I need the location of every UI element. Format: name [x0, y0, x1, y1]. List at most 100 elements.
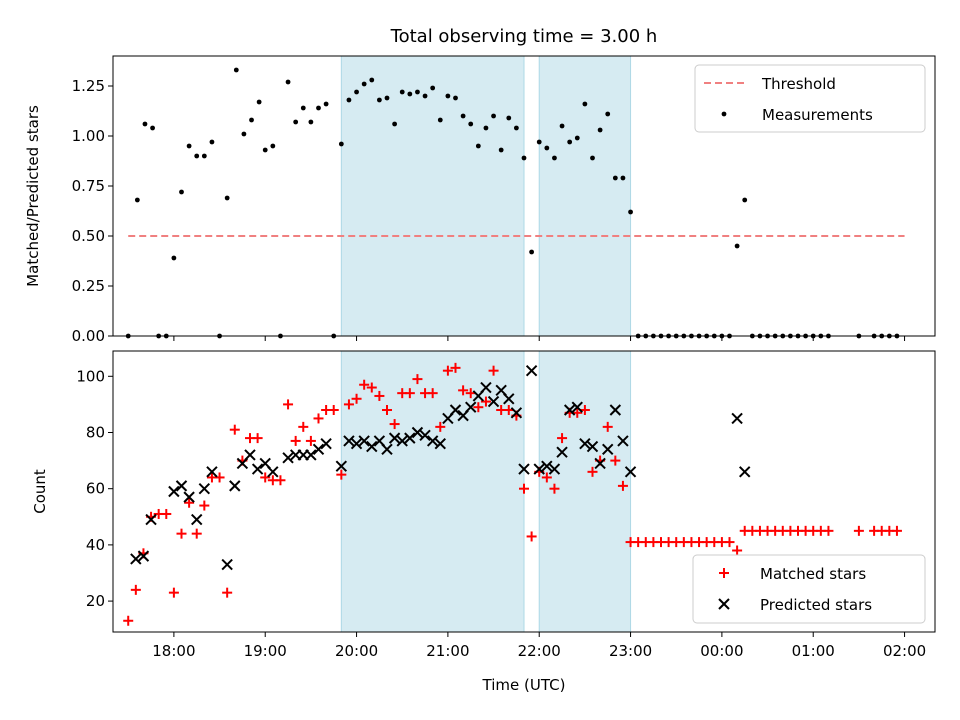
measurement-point: [536, 139, 542, 145]
measurement-point: [590, 155, 595, 161]
bottom-legend: Matched stars Predicted stars: [692, 554, 926, 624]
predicted-star-point: [556, 446, 568, 458]
measurement-point: [742, 197, 748, 203]
predicted-star-point-b: [594, 457, 606, 470]
predicted-star-point: [541, 460, 553, 472]
measurement-point: [437, 117, 443, 123]
predicted-star-point-b: [175, 480, 188, 492]
predicted-star-point-b: [518, 463, 530, 475]
predicted-star-point: [320, 438, 332, 450]
predicted-star-point-b: [137, 550, 150, 562]
matched-star-point: [199, 500, 210, 511]
predicted-star-point-b: [556, 446, 568, 458]
matched-star-point: [290, 435, 301, 446]
bottom-panel: 20 40 60 80 100 18:00 19:00 20:00 21:00 22:00 23:…: [31, 350, 936, 694]
predicted-star-point-b: [602, 443, 614, 456]
predicted-star-point-b: [198, 482, 211, 495]
predicted-star-point: [350, 438, 363, 450]
matched-star-point: [503, 405, 514, 416]
matched-star-point: [473, 402, 484, 413]
measurement-point: [491, 113, 496, 119]
x-tick-label: 18:00: [152, 642, 195, 660]
measurement-point: [567, 139, 573, 145]
top-panel: 0.00 0.25 0.50 0.75 1.00 1.25 Total observing…: [24, 26, 936, 345]
legend-measurements-label: Measurements: [762, 106, 873, 124]
bottom-legend-box: [692, 554, 926, 624]
measurement-point: [392, 121, 398, 127]
predicted-star-point-b: [229, 480, 241, 492]
matched-star-point: [176, 528, 187, 539]
matched-star-point: [168, 587, 179, 598]
top-axes-frame: [112, 55, 936, 337]
observing-window-band-1: [340, 55, 525, 337]
matched-star-point: [579, 405, 590, 416]
matched-star-point: [853, 525, 864, 536]
matched-star-point: [435, 421, 446, 432]
predicted-star-point-b: [312, 443, 325, 456]
y-tick-label: 0.00: [72, 327, 105, 345]
matched-star-point: [526, 531, 537, 542]
predicted-star-point: [137, 550, 150, 562]
top-y-ticks: 0.00 0.25 0.50 0.75 1.00 1.25: [72, 77, 113, 345]
predicted-star-point-b: [525, 364, 538, 377]
predicted-star-point-b: [731, 412, 743, 425]
predicted-star-point-b: [168, 485, 180, 498]
measurement-point: [186, 143, 192, 149]
y-tick-label: 0.25: [72, 277, 105, 295]
matched-star-point: [404, 388, 415, 399]
predicted-star-point: [183, 491, 195, 503]
predicted-star-point-b: [609, 404, 622, 416]
predicted-star-point-b: [465, 401, 477, 413]
top-x-ticks: [173, 336, 906, 341]
measurement-point: [171, 255, 177, 261]
predicted-star-point-b: [434, 438, 446, 450]
matched-star-point: [191, 528, 202, 539]
predicted-star-point: [267, 466, 279, 478]
y-tick-label: 0.75: [72, 177, 105, 195]
predicted-star-point-b: [130, 553, 142, 565]
measurement-points: [125, 67, 900, 339]
matched-star-point: [442, 365, 453, 376]
observing-window-band-2: [538, 350, 632, 633]
predicted-star-point: [198, 482, 211, 495]
legend-x-marker: [718, 598, 730, 610]
predicted-star-point: [586, 440, 599, 453]
predicted-star-point: [175, 480, 188, 492]
matched-star-point: [891, 525, 902, 536]
predicted-star-point-b: [350, 438, 363, 450]
measurement-point: [338, 141, 344, 147]
y-tick-label: 1.00: [72, 127, 105, 145]
matched-star-point: [427, 388, 438, 399]
predicted-star-point-b: [388, 432, 401, 444]
predicted-star-point: [388, 432, 401, 444]
measurement-point: [430, 85, 436, 91]
predicted-star-point: [168, 485, 180, 498]
predicted-star-point-b: [563, 404, 576, 416]
matched-star-point: [412, 374, 423, 385]
chart-title: Total observing time = 3.00 h: [390, 26, 658, 47]
x-tick-label: 00:00: [700, 642, 743, 660]
matched-star-point: [519, 483, 529, 494]
measurement-point: [194, 153, 200, 159]
matched-star-point: [382, 405, 392, 416]
matched-star-point: [366, 382, 377, 393]
measurement-point: [582, 101, 588, 107]
measurement-point: [300, 105, 306, 111]
x-tick-label: 21:00: [426, 642, 469, 660]
x-tick-label: 22:00: [518, 642, 561, 660]
predicted-star-point-b: [548, 463, 561, 475]
matched-star-point: [610, 455, 621, 466]
predicted-star-point: [145, 513, 157, 526]
matched-star-point: [343, 399, 354, 410]
measurement-point: [270, 143, 276, 149]
measurement-point: [233, 67, 239, 73]
matched-star-point: [557, 433, 568, 444]
measurement-point: [179, 189, 184, 195]
predicted-star-point: [366, 440, 378, 453]
matched-star-point: [328, 405, 339, 416]
predicted-star-point: [419, 429, 431, 442]
legend-predicted-swatch: [718, 598, 730, 610]
predicted-star-point: [571, 401, 583, 413]
predicted-star-point: [602, 443, 614, 456]
